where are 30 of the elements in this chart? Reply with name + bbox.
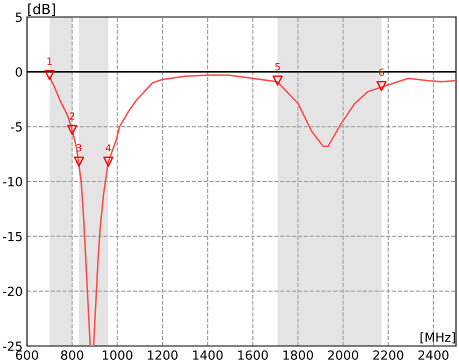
x-tick-label: 1600 [238, 350, 268, 360]
y-tick-label: 0 [16, 67, 22, 77]
x-tick-label: 1000 [102, 350, 132, 360]
x-tick-label: 600 [16, 350, 38, 360]
point [67, 124, 78, 136]
x-tick-label: 1800 [283, 350, 314, 360]
annotation: 1 [48, 58, 52, 65]
y-tick-label: 5 [16, 12, 22, 22]
y-tick-label: -25 [3, 341, 22, 351]
y-tick-label: -10 [3, 176, 22, 186]
y-axis-title: [dB] [28, 4, 55, 16]
point [272, 76, 283, 86]
point [74, 156, 84, 167]
x-tick-label: 2000 [328, 350, 358, 360]
x-tick-label: 800 [61, 350, 84, 360]
point [103, 156, 114, 167]
y-tick-label: -5 [10, 122, 22, 132]
x-tick-label: 1200 [148, 350, 178, 360]
annotation: 4 [106, 144, 111, 152]
x-tick-label: 1400 [193, 350, 223, 360]
x-axis-title: [MHz] [420, 332, 455, 344]
y-tick-label: -15 [3, 232, 22, 242]
x-tick-label: 2200 [373, 350, 404, 360]
point [44, 70, 55, 80]
annotation: 2 [70, 112, 74, 120]
point [376, 81, 387, 92]
annotation: 3 [76, 144, 82, 152]
annotation: 5 [275, 63, 280, 70]
y-tick-label: -20 [3, 286, 22, 296]
x-tick-label: 2400 [418, 350, 448, 360]
